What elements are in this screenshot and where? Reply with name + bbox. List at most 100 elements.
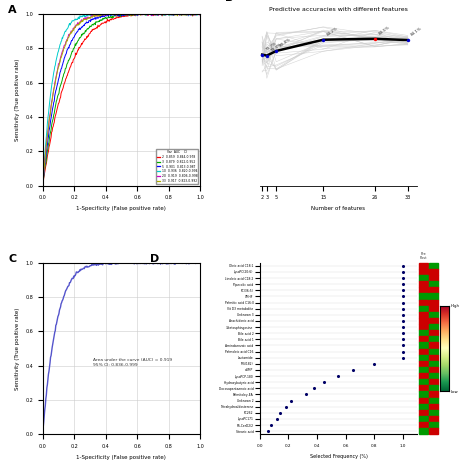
Bar [429,397,438,403]
Bar [419,324,428,330]
Point [287,397,295,404]
Point [335,372,342,380]
Bar [429,416,438,422]
Point [399,354,407,361]
Text: A: A [8,6,17,15]
Bar [419,367,428,373]
Point [319,36,327,43]
Bar [419,416,428,422]
Bar [419,385,428,391]
Bar [429,275,438,281]
Y-axis label: Sensitivity (True positive rate): Sensitivity (True positive rate) [15,307,19,390]
Point [258,51,266,58]
Text: 84.5%: 84.5% [378,25,391,35]
Bar [419,422,428,428]
Bar [429,293,438,299]
Bar [419,373,428,379]
Bar [429,391,438,397]
Bar [419,287,428,293]
Point [399,268,407,276]
Point [404,36,411,44]
Bar [419,318,428,324]
Text: D: D [150,254,159,264]
Bar [429,299,438,305]
Point [399,287,407,294]
Bar [429,410,438,416]
Bar [419,269,428,275]
Bar [419,312,428,318]
Point [370,360,378,368]
Point [399,305,407,312]
Text: 79.4%: 79.4% [270,42,283,52]
Point [302,391,310,398]
Point [273,415,281,423]
Bar [429,305,438,312]
Point [349,366,356,374]
Point [399,317,407,325]
X-axis label: 1-Specificity (False positive rate): 1-Specificity (False positive rate) [76,206,166,211]
Point [399,281,407,288]
Bar [419,299,428,305]
Bar [429,318,438,324]
Point [264,427,272,435]
Point [399,336,407,343]
Bar [419,275,428,281]
Bar [429,281,438,287]
Text: 79.7%: 79.7% [265,41,278,51]
Bar [419,305,428,312]
Bar [419,293,428,299]
Text: 84.1%: 84.1% [410,26,423,37]
Bar [429,361,438,367]
Bar [429,330,438,336]
Text: 80.8%: 80.8% [279,37,292,48]
Point [399,311,407,318]
Bar [419,354,428,361]
Bar [429,403,438,410]
Legend: 2  0.859  0.844-0.978, 3  0.879  0.812-0.952, 5  0.901  0.813-0.987, 10  0.936  : 2 0.859 0.844-0.978, 3 0.879 0.812-0.952… [155,149,199,184]
Text: Area under the curve (AUC) = 0.919
95% CI: 0.836-0.999: Area under the curve (AUC) = 0.919 95% C… [93,358,172,367]
Text: C: C [8,254,16,264]
Point [273,47,280,55]
Bar [429,287,438,293]
Bar [429,336,438,342]
Bar [429,324,438,330]
Bar [429,354,438,361]
Title: Predictive accuracies with different features: Predictive accuracies with different fea… [269,7,408,12]
Bar [429,342,438,348]
Bar [429,379,438,385]
Bar [419,428,428,434]
Point [371,35,379,42]
Point [282,403,289,410]
Text: Pre
Post: Pre Post [420,252,428,261]
Point [399,262,407,269]
Text: 84.2%: 84.2% [326,26,339,36]
Point [399,348,407,355]
Point [399,330,407,337]
Point [399,293,407,300]
Y-axis label: Sensitivity (True positive rate): Sensitivity (True positive rate) [15,58,19,141]
Point [399,274,407,282]
Point [267,421,275,429]
Bar [419,281,428,287]
Bar [429,263,438,269]
Bar [429,422,438,428]
Bar [429,428,438,434]
Bar [429,312,438,318]
Bar [419,379,428,385]
Bar [419,330,428,336]
X-axis label: Selected Frequency (%): Selected Frequency (%) [310,453,367,459]
Bar [419,361,428,367]
Text: B: B [225,0,234,3]
Bar [429,269,438,275]
Bar [419,397,428,403]
X-axis label: Number of features: Number of features [311,206,365,211]
Point [276,409,283,417]
Bar [419,410,428,416]
Bar [429,348,438,354]
Bar [429,367,438,373]
Bar [429,373,438,379]
Point [399,342,407,349]
Bar [419,403,428,410]
Bar [419,391,428,397]
Bar [429,385,438,391]
